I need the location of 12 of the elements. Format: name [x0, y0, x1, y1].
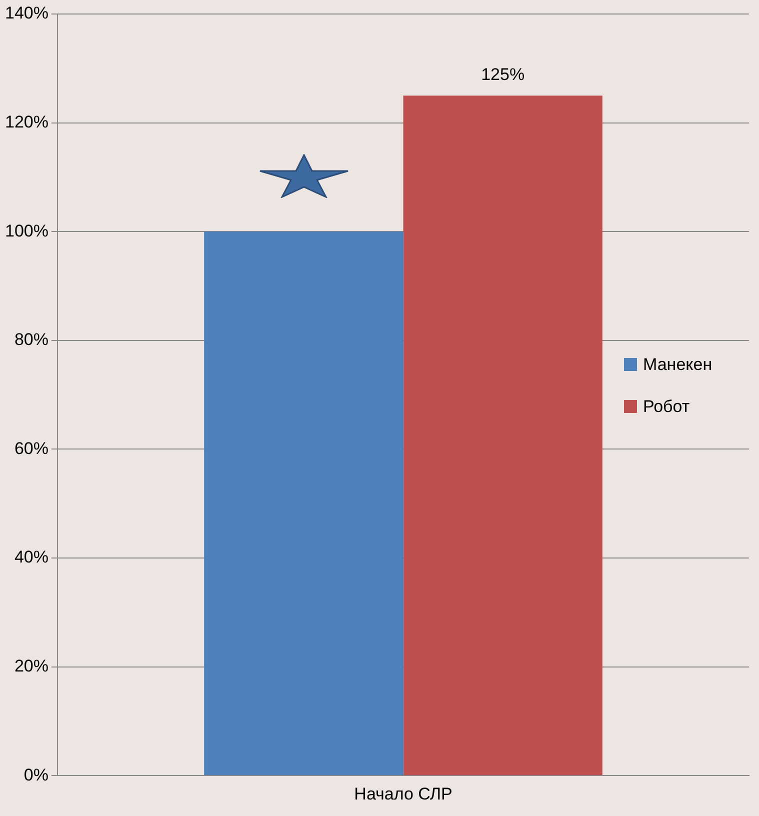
- y-tick-label: 60%: [14, 438, 48, 458]
- y-tick-label: 140%: [4, 4, 48, 23]
- y-tick-label: 120%: [4, 112, 48, 132]
- y-tick-label: 100%: [4, 221, 48, 240]
- y-tick-label: 80%: [14, 330, 48, 350]
- data-label: 125%: [481, 64, 525, 84]
- legend-label: Манекен: [643, 354, 712, 375]
- y-tick-label: 40%: [14, 548, 48, 567]
- x-tick-label: Начало СЛР: [354, 784, 452, 804]
- legend-label: Робот: [643, 396, 690, 417]
- y-tick-label: 20%: [14, 656, 48, 676]
- y-tick-label: 0%: [24, 765, 48, 784]
